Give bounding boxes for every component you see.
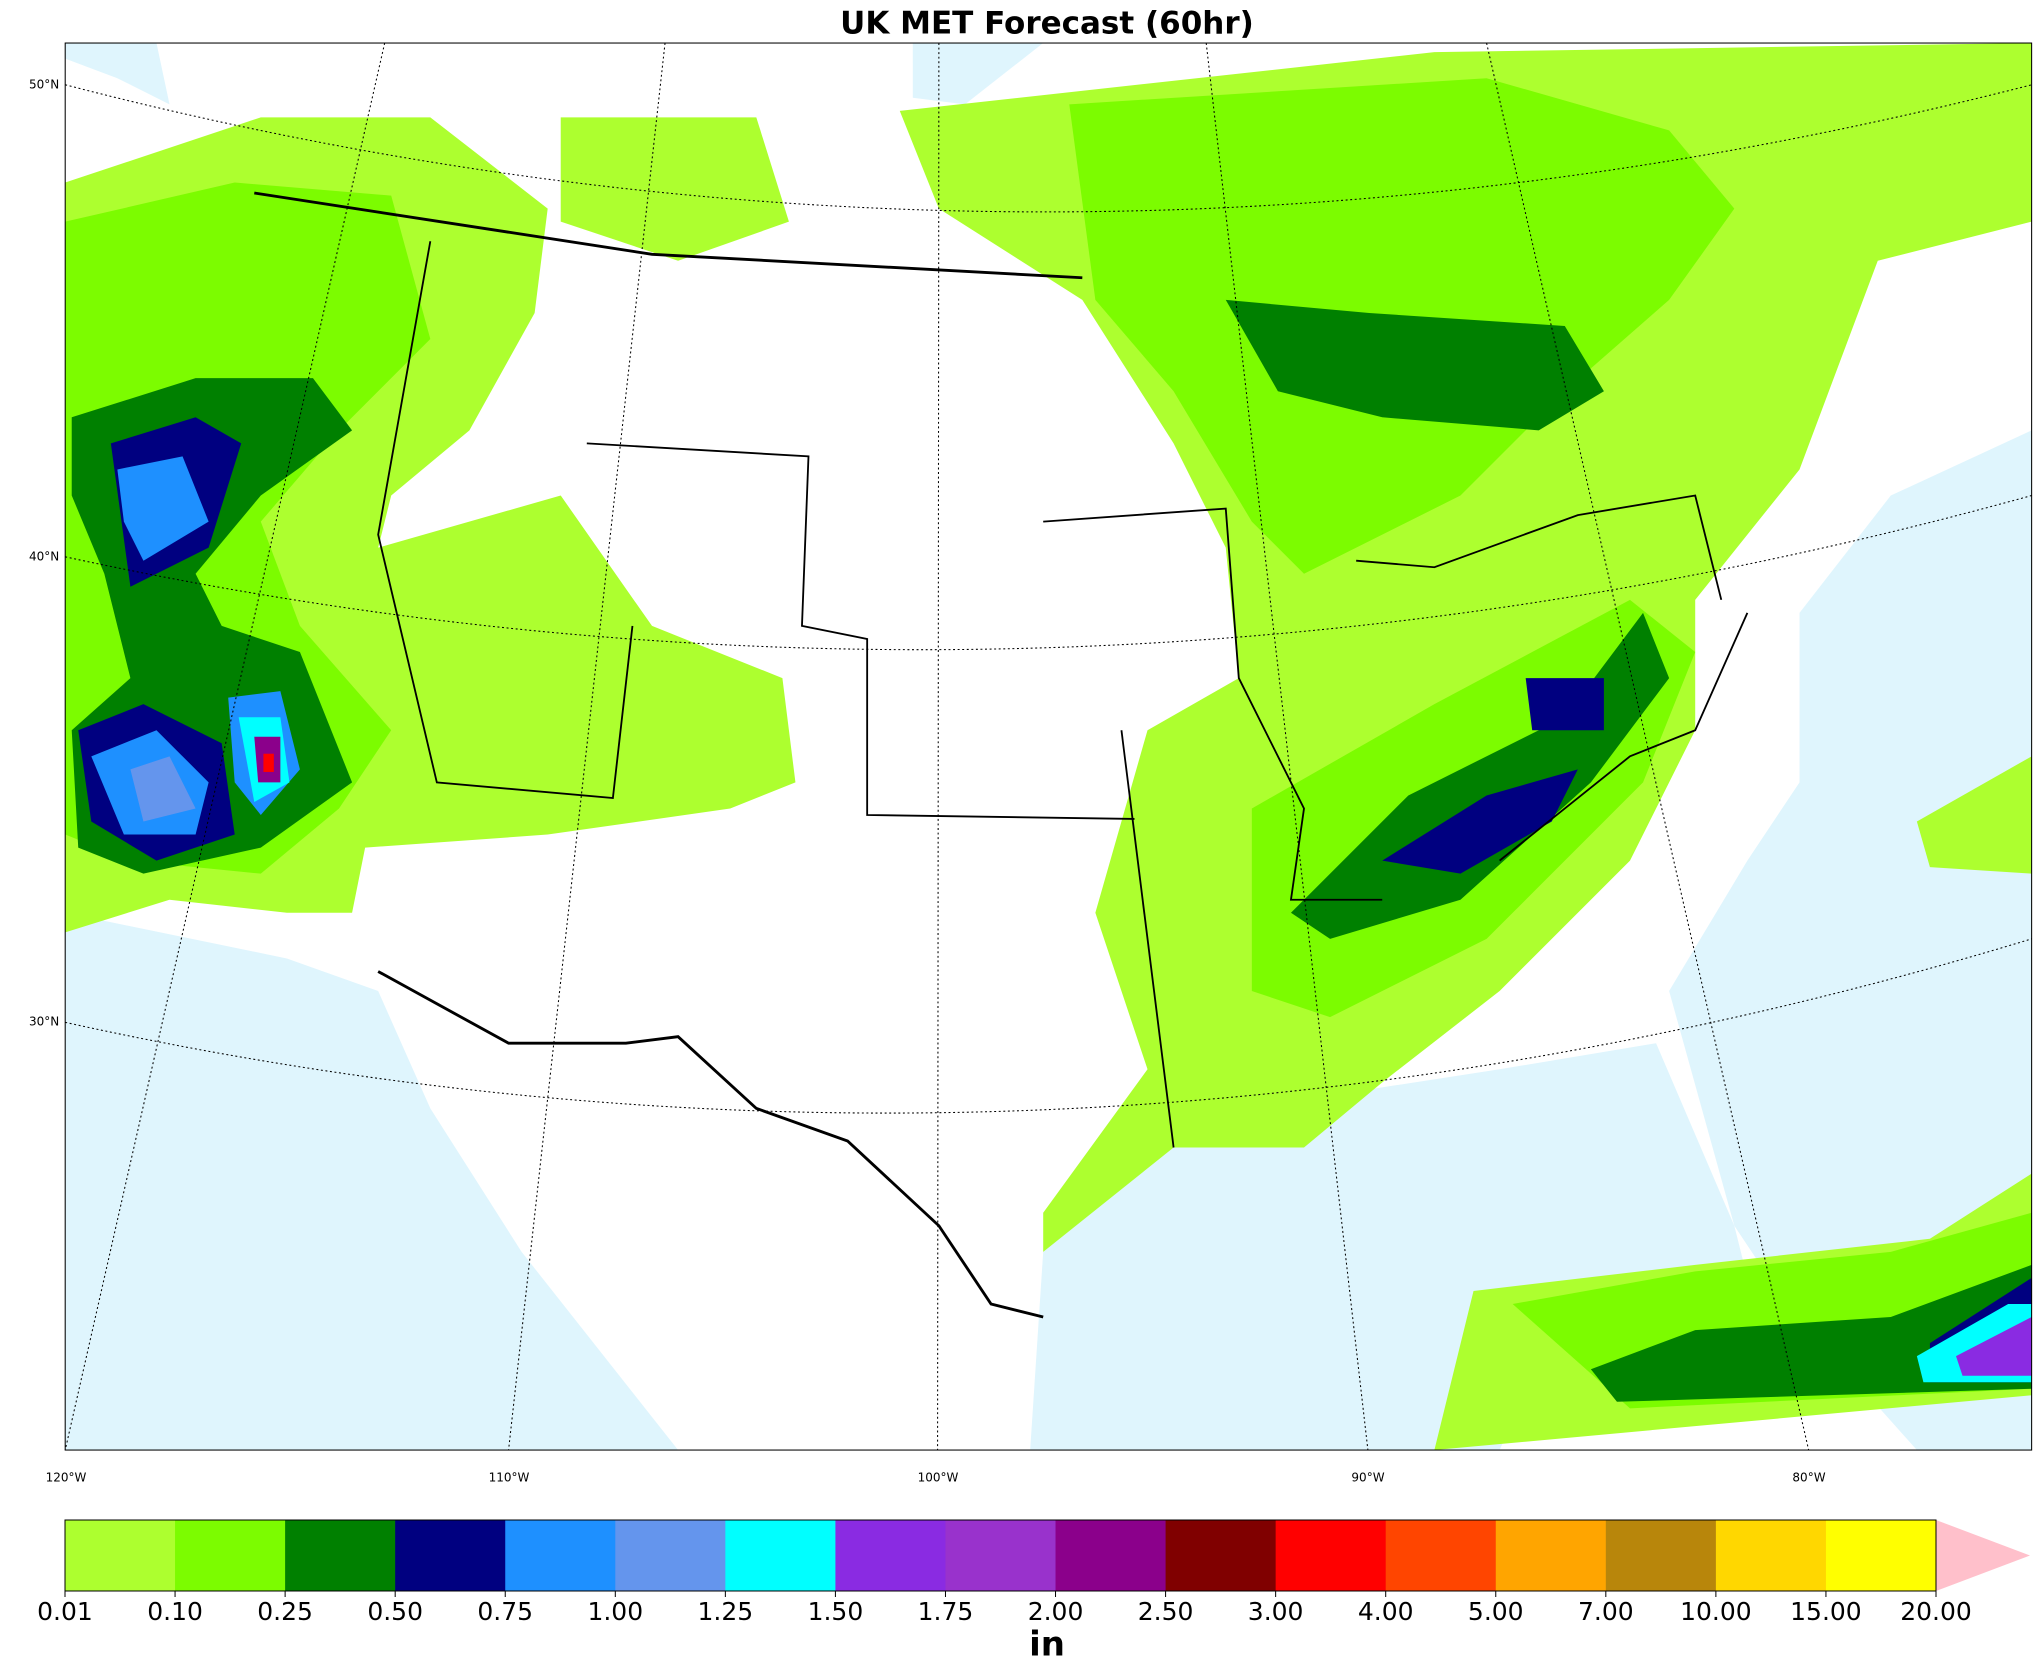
colorbar-box bbox=[1715, 1520, 1827, 1591]
colorbar-box bbox=[1825, 1520, 1937, 1591]
lon-label: 110°W bbox=[489, 1471, 530, 1485]
colorbar-box bbox=[1055, 1520, 1167, 1591]
colorbar-tick-label: 2.50 bbox=[1138, 1597, 1194, 1626]
colorbar-tick-label: 20.00 bbox=[1900, 1597, 1972, 1626]
colorbar-box bbox=[945, 1520, 1057, 1591]
borders bbox=[254, 191, 1749, 1319]
ocean bbox=[65, 43, 2032, 1451]
colorbar-tick-label: 0.50 bbox=[367, 1597, 423, 1626]
colorbar-tick-label: 10.00 bbox=[1680, 1597, 1752, 1626]
lon-label: 80°W bbox=[1792, 1471, 1825, 1485]
colorbar-tick-label: 0.75 bbox=[477, 1597, 533, 1626]
colorbar-tick-label: 15.00 bbox=[1790, 1597, 1862, 1626]
map bbox=[64, 42, 2033, 1451]
colorbar-box bbox=[1605, 1520, 1717, 1591]
precip-areas bbox=[65, 43, 2032, 1451]
map-frame bbox=[64, 42, 2033, 1451]
colorbar-tick-label: 0.10 bbox=[147, 1597, 203, 1626]
colorbar-box bbox=[65, 1520, 176, 1591]
colorbar-unit: in bbox=[1029, 1625, 1065, 1665]
colorbar-tick-label: 0.01 bbox=[37, 1597, 93, 1626]
colorbar-tick-label: 7.00 bbox=[1578, 1597, 1634, 1626]
colorbar-tick-label: 0.25 bbox=[257, 1597, 313, 1626]
colorbar-box bbox=[835, 1520, 946, 1591]
colorbar-box bbox=[1495, 1520, 1607, 1591]
lon-label: 100°W bbox=[918, 1471, 959, 1485]
colorbar-tick-label: 1.75 bbox=[918, 1597, 974, 1626]
colorbar-box bbox=[395, 1520, 506, 1591]
colorbar-box bbox=[615, 1520, 726, 1591]
colorbar-tick-label: 1.25 bbox=[698, 1597, 754, 1626]
colorbar-frame bbox=[64, 1519, 1937, 1592]
lon-label: 90°W bbox=[1351, 1471, 1384, 1485]
lat-label: 50°N bbox=[29, 78, 59, 92]
colorbar-box bbox=[285, 1520, 396, 1591]
colorbar-box bbox=[505, 1520, 616, 1591]
colorbar-box bbox=[1165, 1520, 1277, 1591]
colorbar-tick-label: 1.00 bbox=[587, 1597, 643, 1626]
colorbar-tick-label: 5.00 bbox=[1468, 1597, 1524, 1626]
colorbar-box bbox=[1385, 1520, 1497, 1591]
colorbar-tick-label: 1.50 bbox=[808, 1597, 864, 1626]
colorbar-box bbox=[1275, 1520, 1387, 1591]
colorbar-box bbox=[725, 1520, 836, 1591]
colorbar-tick-label: 2.00 bbox=[1028, 1597, 1084, 1626]
colorbar-tick-label: 3.00 bbox=[1248, 1597, 1304, 1626]
lat-label: 30°N bbox=[29, 1015, 59, 1029]
graticule bbox=[64, 42, 2032, 1451]
colorbar-extend bbox=[1936, 1520, 2030, 1591]
title: UK MET Forecast (60hr) bbox=[840, 6, 1254, 42]
lon-label: 120°W bbox=[46, 1471, 87, 1485]
colorbar-box bbox=[175, 1520, 286, 1591]
lat-label: 40°N bbox=[29, 550, 59, 564]
colorbar-tick-label: 4.00 bbox=[1358, 1597, 1414, 1626]
